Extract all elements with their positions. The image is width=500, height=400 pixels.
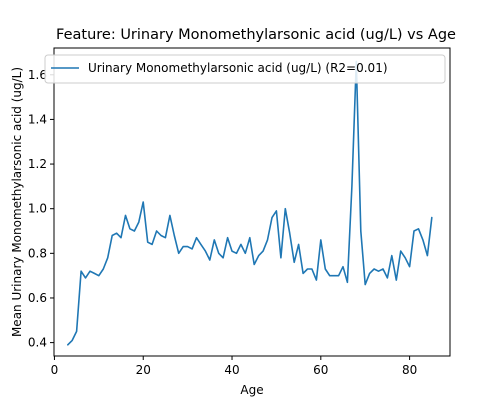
x-tick-label: 20 xyxy=(136,363,151,377)
y-tick-label: 1.2 xyxy=(28,157,47,171)
plot-area xyxy=(54,48,450,356)
x-axis-ticks: 0 20 40 60 80 xyxy=(51,356,417,377)
x-tick-label: 80 xyxy=(402,363,417,377)
y-tick-label: 1.0 xyxy=(28,202,47,216)
y-tick-label: 0.6 xyxy=(28,291,47,305)
series-line xyxy=(67,60,433,346)
plot-frame xyxy=(53,47,451,357)
x-tick-label: 40 xyxy=(224,363,239,377)
y-tick-label: 0.8 xyxy=(28,246,47,260)
y-tick-label: 0.4 xyxy=(28,336,47,350)
legend-label: Urinary Monomethylarsonic acid (ug/L) (R… xyxy=(88,61,388,75)
y-axis-ticks: 0.4 0.6 0.8 1.0 1.2 1.4 1.6 xyxy=(28,68,54,350)
legend: Urinary Monomethylarsonic acid (ug/L) (R… xyxy=(44,54,446,84)
x-tick-label: 60 xyxy=(313,363,328,377)
y-axis-label: Mean Urinary Monomethylarsonic acid (ug/… xyxy=(10,67,24,337)
legend-box xyxy=(44,54,446,84)
x-axis-label: Age xyxy=(240,383,263,397)
y-tick-label: 1.4 xyxy=(28,112,47,126)
chart-title: Feature: Urinary Monomethylarsonic acid … xyxy=(56,27,456,43)
x-tick-label: 0 xyxy=(51,363,59,377)
y-tick-label: 1.6 xyxy=(28,68,47,82)
